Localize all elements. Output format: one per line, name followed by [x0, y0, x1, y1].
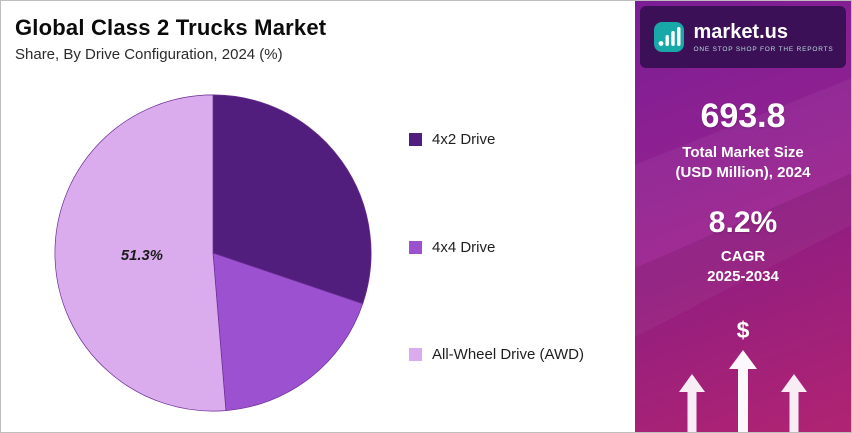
brand-text-block: market.us ONE STOP SHOP FOR THE REPORTS	[693, 20, 834, 53]
marketus-logo-icon	[653, 22, 684, 52]
chart-legend: 4x2 Drive 4x4 Drive All-Wheel Drive (AWD…	[409, 131, 584, 363]
market-size-label-line2: (USD Million), 2024	[675, 163, 811, 181]
legend-label-4x4: 4x4 Drive	[432, 238, 496, 256]
growth-arrows-icon	[679, 350, 807, 432]
cagr-label: CAGR 2025-2034	[707, 247, 779, 286]
cagr-label-line1: CAGR	[720, 248, 766, 265]
page-title: Global Class 2 Trucks Market	[15, 15, 327, 40]
legend-label-4x2: 4x2 Drive	[432, 131, 496, 148]
brand-tagline: ONE STOP SHOP FOR THE REPORTS	[693, 45, 834, 53]
cagr-value: 8.2%	[708, 206, 778, 239]
market-size-value: 693.8	[700, 97, 786, 135]
market-size-label: Total Market Size (USD Million), 2024	[675, 143, 810, 182]
legend-swatch-awd	[409, 348, 422, 361]
market-size-label-line1: Total Market Size	[682, 144, 804, 161]
legend-item-4x2: 4x2 Drive	[409, 131, 584, 148]
chart-subtitle: Share, By Drive Configuration, 2024 (%)	[15, 46, 283, 63]
legend-swatch-4x2	[409, 133, 422, 146]
legend-item-awd: All-Wheel Drive (AWD)	[409, 346, 584, 363]
sidebar: market.us ONE STOP SHOP FOR THE REPORTS …	[635, 1, 851, 432]
brand-name: market.us	[693, 20, 789, 43]
cagr-label-line2: 2025-2034	[707, 267, 779, 285]
legend-item-4x4: 4x4 Drive	[409, 239, 584, 256]
chart-panel: Global Class 2 Trucks Market Share, By D…	[1, 1, 635, 432]
pie-slice-1	[212, 252, 364, 411]
legend-swatch-4x4	[409, 240, 422, 254]
pie-chart: 51.3%	[54, 94, 372, 412]
logo: market.us ONE STOP SHOP FOR THE REPORTS	[640, 6, 846, 68]
pie-slice-0	[212, 94, 372, 305]
legend-label-awd: All-Wheel Drive (AWD)	[432, 346, 584, 363]
dollar-icon: $	[736, 317, 750, 343]
pie-slice-2	[54, 94, 227, 412]
pie-slice-value-label: 51.3%	[121, 248, 163, 264]
